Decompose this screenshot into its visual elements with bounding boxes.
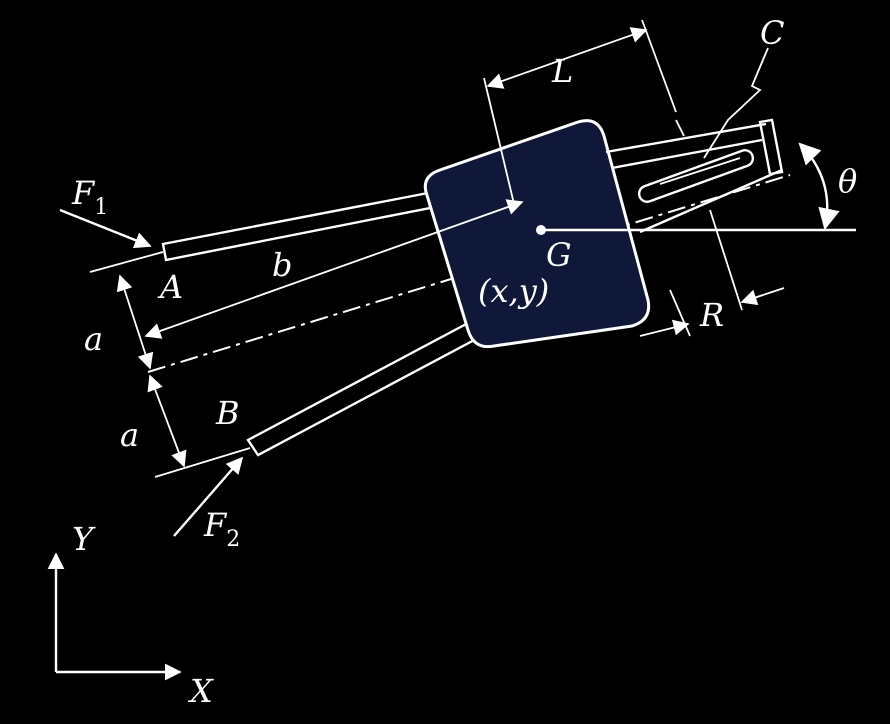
r-dimension [639,119,785,337]
coords-label: (x,y) [478,272,549,310]
lower-rod [154,320,480,478]
axis-x-label: X [187,672,214,710]
xy-axes [47,552,182,681]
point-a-label: A [157,268,183,306]
force2-arrow [173,456,244,537]
point-b-label: B [215,394,240,432]
length-a-upper-label: a [84,320,103,358]
length-a-lower-label: a [120,416,139,454]
radius-r-label: R [699,296,724,334]
b-dimension-arrow [144,199,524,339]
length-l-label: L [551,52,573,90]
upper-rod [89,191,432,273]
point-c-label: C [760,14,784,52]
main-body [423,119,651,349]
point-g-label: G [546,236,572,274]
a-dimensions [116,274,187,468]
centerline [147,174,791,373]
force2-label: F2 [203,506,240,552]
force1-arrow [59,208,152,249]
l-dimension [483,19,677,205]
c-leader [703,47,769,159]
theta-arc [798,142,840,231]
length-b-label: b [272,246,292,284]
axis-y-label: Y [72,520,96,558]
angle-theta-label: θ [838,162,857,200]
force1-label: F1 [71,174,108,220]
tail-assembly [605,118,784,234]
